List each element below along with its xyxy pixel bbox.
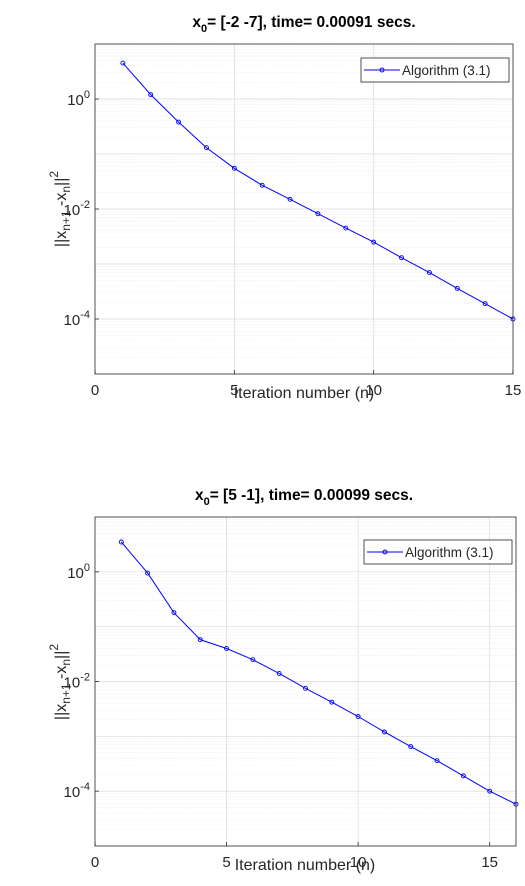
plot-frame xyxy=(94,516,517,847)
y-axis-label: ||xn+1 -xn||2 xyxy=(47,171,73,247)
y-axis-label: ||xn+1 -xn||2 xyxy=(47,644,73,720)
data-point xyxy=(329,699,335,705)
data-point xyxy=(250,657,256,663)
chart-top: x0= [-2 -7], time= 0.00091 secs. 0 5 10 15 1… xyxy=(47,14,521,402)
data-point xyxy=(231,165,237,171)
x-tick-label: 15 xyxy=(505,382,522,399)
data-point xyxy=(343,225,349,231)
x-tick-label: 5 xyxy=(230,382,238,399)
data-point xyxy=(399,255,404,261)
legend: Algorithm (3.1) xyxy=(363,539,513,565)
data-point xyxy=(355,714,361,719)
y-tick-label: 10-4 xyxy=(64,781,90,801)
data-point xyxy=(118,539,124,545)
data-point xyxy=(381,729,387,735)
data-point xyxy=(303,685,308,691)
data-point xyxy=(287,196,293,202)
x-tick-label: 0 xyxy=(91,854,99,871)
x-axis-label: Iteration number (n) xyxy=(235,857,376,874)
tick-layer: 0 5 10 15 100 10-2 10-4 xyxy=(64,562,499,871)
legend-label: Algorithm (3.1) xyxy=(402,63,491,78)
minor-grid xyxy=(95,519,516,830)
data-point xyxy=(171,610,177,616)
plot-frame xyxy=(94,43,514,375)
data-point xyxy=(454,285,460,291)
legend-marker xyxy=(382,549,388,555)
chart-title: x0= [5 -1], time= 0.00099 secs. xyxy=(195,487,413,508)
x-tick-label: 15 xyxy=(481,854,498,871)
chart-bottom: x0= [5 -1], time= 0.00099 secs. 0 5 10 15 10… xyxy=(47,487,519,874)
y-tick-label: 100 xyxy=(67,562,90,582)
data-point xyxy=(371,239,377,245)
x-tick-label: 5 xyxy=(222,854,230,871)
tick-layer: 0 5 10 15 100 10-2 10-4 xyxy=(64,89,522,399)
legend-label: Algorithm (3.1) xyxy=(405,545,494,560)
data-point xyxy=(460,773,466,779)
series-layer xyxy=(118,539,519,807)
data-point xyxy=(197,637,203,643)
data-point xyxy=(408,744,414,750)
data-point xyxy=(204,145,209,151)
data-point xyxy=(120,60,126,66)
major-grid xyxy=(95,517,516,846)
legend: Algorithm (3.1) xyxy=(360,57,510,83)
y-tick-label: 10-4 xyxy=(64,309,90,329)
data-point xyxy=(315,211,321,217)
series-line xyxy=(120,541,517,805)
legend-marker xyxy=(379,67,385,73)
data-point xyxy=(426,270,432,275)
data-point xyxy=(145,570,151,576)
y-tick-label: 10-2 xyxy=(64,199,90,219)
data-point xyxy=(176,119,182,125)
x-tick-label: 10 xyxy=(365,382,382,399)
x-axis-label: Iteration number (n) xyxy=(234,385,375,402)
data-point xyxy=(276,671,282,676)
data-point xyxy=(482,301,488,307)
data-point xyxy=(434,758,440,764)
data-point xyxy=(148,92,154,98)
series-line xyxy=(122,62,514,320)
data-point xyxy=(259,182,265,188)
y-tick-label: 10-2 xyxy=(64,672,90,692)
x-tick-label: 10 xyxy=(350,854,367,871)
x-tick-label: 0 xyxy=(91,382,99,399)
chart-title: x0= [-2 -7], time= 0.00091 secs. xyxy=(192,14,415,35)
data-point xyxy=(224,646,230,651)
y-tick-label: 100 xyxy=(67,89,90,109)
data-point xyxy=(487,788,493,794)
major-grid xyxy=(95,44,513,374)
